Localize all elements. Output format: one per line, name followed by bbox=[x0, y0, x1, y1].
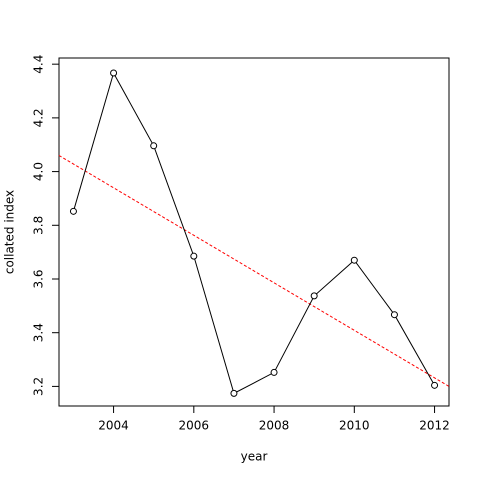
x-tick-label: 2006 bbox=[179, 419, 210, 433]
y-tick-label: 3.8 bbox=[32, 216, 46, 235]
y-tick-label: 4.0 bbox=[32, 162, 46, 181]
point bbox=[270, 368, 278, 376]
trend-line bbox=[58, 155, 450, 387]
series-line bbox=[72, 71, 435, 395]
point bbox=[150, 142, 158, 150]
y-tick-label: 4.2 bbox=[32, 108, 46, 127]
x-tick-label: 2012 bbox=[419, 419, 450, 433]
x-tick-label: 2008 bbox=[259, 419, 290, 433]
point bbox=[310, 292, 318, 300]
y-tick-label: 4.4 bbox=[32, 55, 46, 74]
point bbox=[350, 256, 358, 264]
point bbox=[230, 389, 238, 397]
y-axis-label: collated index bbox=[3, 190, 17, 274]
x-axis-label: year bbox=[241, 450, 268, 464]
x-tick-label: 2004 bbox=[98, 419, 129, 433]
point bbox=[431, 381, 439, 389]
point bbox=[190, 252, 198, 260]
plot-frame bbox=[58, 57, 450, 407]
point bbox=[69, 207, 77, 215]
x-tick-label: 2010 bbox=[339, 419, 370, 433]
point bbox=[110, 69, 118, 77]
point bbox=[390, 311, 398, 319]
y-tick-label: 3.6 bbox=[32, 269, 46, 288]
y-tick-label: 3.2 bbox=[32, 377, 46, 396]
y-tick-label: 3.4 bbox=[32, 323, 46, 342]
